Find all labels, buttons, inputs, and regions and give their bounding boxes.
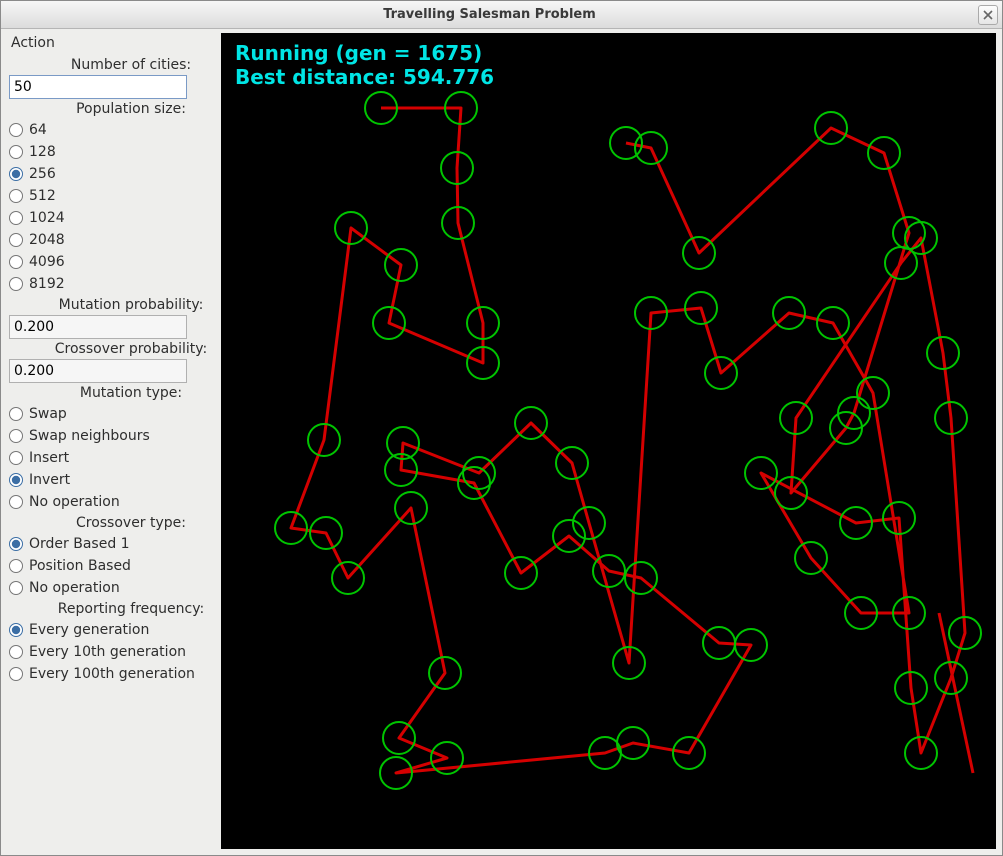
num-cities-label: Number of cities:	[41, 57, 221, 73]
status-line2: Best distance: 594.776	[235, 65, 494, 89]
tour-path	[291, 108, 965, 773]
pop-size-option[interactable]: 1024	[7, 207, 221, 229]
pop-size-radio-label: 64	[29, 122, 47, 138]
cross-type-radio[interactable]	[9, 537, 23, 551]
mut-type-radio[interactable]	[9, 451, 23, 465]
cross-type-option[interactable]: Order Based 1	[7, 533, 221, 555]
cross-type-radio-label: No operation	[29, 580, 120, 596]
menu-action[interactable]: Action	[7, 33, 221, 55]
cross-prob-label: Crossover probability:	[41, 341, 221, 357]
window-title: Travelling Salesman Problem	[1, 7, 978, 22]
pop-size-option[interactable]: 8192	[7, 273, 221, 295]
pop-size-option[interactable]: 128	[7, 141, 221, 163]
tsp-canvas: Running (gen = 1675) Best distance: 594.…	[221, 33, 996, 849]
report-freq-radio[interactable]	[9, 667, 23, 681]
pop-size-radio[interactable]	[9, 189, 23, 203]
tsp-svg	[221, 33, 991, 848]
report-freq-radio-label: Every 100th generation	[29, 666, 195, 682]
status-line1: Running (gen = 1675)	[235, 41, 494, 65]
report-freq-label: Reporting frequency:	[41, 601, 221, 617]
cross-type-radio-label: Position Based	[29, 558, 131, 574]
mut-type-radio-label: Swap	[29, 406, 67, 422]
cross-prob-input[interactable]	[9, 359, 187, 383]
mut-type-radio-label: No operation	[29, 494, 120, 510]
content-area: Action Number of cities: Population size…	[1, 29, 1002, 855]
report-freq-radio-label: Every 10th generation	[29, 644, 186, 660]
mut-type-option[interactable]: Insert	[7, 447, 221, 469]
pop-size-option[interactable]: 64	[7, 119, 221, 141]
mut-type-group: Swap Swap neighbours Insert Invert No operat…	[7, 403, 221, 513]
pop-size-radio[interactable]	[9, 277, 23, 291]
pop-size-radio-label: 128	[29, 144, 56, 160]
mut-type-radio[interactable]	[9, 495, 23, 509]
cross-type-group: Order Based 1 Position Based No operation	[7, 533, 221, 599]
pop-size-group: 64 128 256 512 1024 2048 4096 8192	[7, 119, 221, 295]
report-freq-option[interactable]: Every 10th generation	[7, 641, 221, 663]
cross-type-radio[interactable]	[9, 559, 23, 573]
report-freq-radio[interactable]	[9, 645, 23, 659]
close-button[interactable]	[978, 5, 998, 25]
mut-type-radio[interactable]	[9, 473, 23, 487]
cross-type-radio[interactable]	[9, 581, 23, 595]
status-text: Running (gen = 1675) Best distance: 594.…	[235, 41, 494, 89]
mut-type-radio-label: Insert	[29, 450, 69, 466]
pop-size-radio-label: 1024	[29, 210, 65, 226]
num-cities-input[interactable]	[9, 75, 187, 99]
mut-prob-label: Mutation probability:	[41, 297, 221, 313]
pop-size-radio[interactable]	[9, 233, 23, 247]
mut-type-radio-label: Swap neighbours	[29, 428, 150, 444]
close-icon	[983, 10, 993, 20]
cross-type-option[interactable]: Position Based	[7, 555, 221, 577]
report-freq-radio[interactable]	[9, 623, 23, 637]
canvas-wrap: Running (gen = 1675) Best distance: 594.…	[221, 29, 1002, 855]
pop-size-radio[interactable]	[9, 211, 23, 225]
pop-size-radio-label: 2048	[29, 232, 65, 248]
mut-type-radio[interactable]	[9, 429, 23, 443]
pop-size-option[interactable]: 512	[7, 185, 221, 207]
pop-size-radio[interactable]	[9, 145, 23, 159]
mut-type-option[interactable]: No operation	[7, 491, 221, 513]
report-freq-radio-label: Every generation	[29, 622, 149, 638]
mut-prob-input[interactable]	[9, 315, 187, 339]
mut-type-label: Mutation type:	[41, 385, 221, 401]
mut-type-option[interactable]: Swap neighbours	[7, 425, 221, 447]
report-freq-option[interactable]: Every 100th generation	[7, 663, 221, 685]
pop-size-option[interactable]: 256	[7, 163, 221, 185]
pop-size-label: Population size:	[41, 101, 221, 117]
sidebar: Action Number of cities: Population size…	[1, 29, 221, 855]
pop-size-radio-label: 4096	[29, 254, 65, 270]
pop-size-radio-label: 8192	[29, 276, 65, 292]
pop-size-option[interactable]: 4096	[7, 251, 221, 273]
mut-type-option[interactable]: Invert	[7, 469, 221, 491]
titlebar: Travelling Salesman Problem	[1, 1, 1002, 29]
app-window: Travelling Salesman Problem Action Numbe…	[0, 0, 1003, 856]
cross-type-radio-label: Order Based 1	[29, 536, 130, 552]
mut-type-radio[interactable]	[9, 407, 23, 421]
cross-type-label: Crossover type:	[41, 515, 221, 531]
report-freq-option[interactable]: Every generation	[7, 619, 221, 641]
pop-size-radio[interactable]	[9, 167, 23, 181]
report-freq-group: Every generation Every 10th generation Eve…	[7, 619, 221, 685]
cross-type-option[interactable]: No operation	[7, 577, 221, 599]
pop-size-radio[interactable]	[9, 123, 23, 137]
pop-size-radio-label: 512	[29, 188, 56, 204]
pop-size-radio[interactable]	[9, 255, 23, 269]
mut-type-option[interactable]: Swap	[7, 403, 221, 425]
pop-size-radio-label: 256	[29, 166, 56, 182]
mut-type-radio-label: Invert	[29, 472, 70, 488]
pop-size-option[interactable]: 2048	[7, 229, 221, 251]
